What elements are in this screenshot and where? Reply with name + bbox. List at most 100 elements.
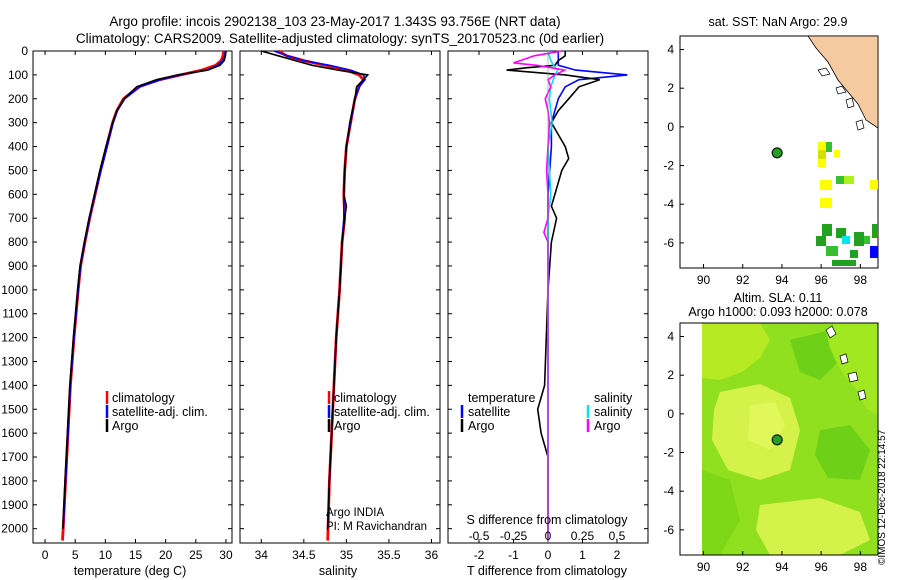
depth-tick-label: 1900: [1, 498, 28, 512]
argo-position-marker: [771, 434, 783, 446]
map-y-tick-label: 2: [667, 81, 674, 95]
sst-cell: [872, 224, 878, 238]
sst-cell: [850, 250, 858, 258]
series-line-satellite-adj-clim-: [62, 50, 227, 529]
depth-tick-label: 400: [8, 140, 28, 154]
x-tick-label: -1: [508, 548, 519, 562]
map-x-tick-label: 96: [814, 560, 828, 574]
sst-cell: [836, 228, 846, 238]
map-y-tick-label: 4: [667, 43, 674, 57]
sst-cell: [870, 180, 878, 189]
sst-cell: [832, 260, 856, 266]
ssh-field-patch: [815, 425, 870, 480]
map-y-tick-label: 0: [667, 120, 674, 134]
series-line-t-satellite: [547, 51, 628, 541]
sst-cell: [870, 246, 878, 258]
x-tick-label: -2: [474, 548, 485, 562]
series-line-s-argo: [513, 50, 568, 541]
x-tick-label: 25: [189, 548, 203, 562]
float-program-label: Argo INDIA: [326, 507, 384, 519]
depth-tick-label: 500: [8, 163, 28, 177]
sst-island: [855, 119, 865, 131]
depth-tick-label: 100: [8, 68, 28, 82]
depth-tick-label: 200: [8, 92, 28, 106]
difference-xlabel-top: S difference from climatology: [467, 513, 629, 527]
depth-tick-label: 700: [8, 211, 28, 225]
sst-cell: [844, 176, 854, 184]
ssh-field-patch: [702, 470, 740, 555]
title-line-2: Climatology: CARS2009. Satellite-adjuste…: [76, 31, 604, 46]
salinity-plot: 34 34.5 35 35.5 36: [255, 49, 439, 562]
temperature-xlabel: temperature (deg C): [74, 564, 187, 578]
ssh-map-title: Altim. SLA: 0.11: [734, 291, 823, 305]
sst-cell: [834, 150, 840, 157]
map-x-tick-label: 90: [697, 273, 711, 287]
legend-satellite-label: satellite-adj. clim.: [334, 405, 430, 419]
depth-tick-label: 300: [8, 116, 28, 130]
ssh-map-subtitle: Argo h1000: 0.093 h2000: 0.078: [688, 305, 867, 319]
x-tick-label: 10: [99, 548, 113, 562]
x-tick-label: 34.5: [292, 548, 316, 562]
x-tick-label: 0: [545, 548, 552, 562]
top-tick-label: 0.5: [609, 529, 626, 543]
x-tick-label: 5: [72, 548, 79, 562]
sst-cell: [842, 236, 850, 244]
series-line-argo: [261, 50, 370, 529]
sst-cell: [864, 236, 870, 244]
x-tick-label: 2: [614, 548, 621, 562]
map-y-tick-label: -6: [663, 523, 674, 537]
difference-legend: temperature satellite Argo salinity sali…: [460, 391, 633, 433]
map-y-tick-label: -2: [663, 159, 674, 173]
salinity-legend: climatology satellite-adj. clim. Argo Ar…: [326, 391, 430, 533]
sst-cell: [816, 236, 826, 246]
depth-tick-label: 1100: [2, 307, 28, 321]
legend-t-satellite-label: satellite: [468, 405, 510, 419]
legend-climatology-label: climatology: [334, 391, 397, 405]
top-tick-label: -0.5: [469, 529, 490, 543]
x-tick-label: 0: [42, 548, 49, 562]
depth-tick-label: 1400: [1, 378, 28, 392]
sst-cell: [818, 142, 826, 150]
legend-t-argo-label: Argo: [468, 419, 494, 433]
x-tick-label: 36: [425, 548, 439, 562]
top-tick-label: 0.25: [571, 529, 595, 543]
top-tick-label: -0.25: [500, 529, 528, 543]
depth-tick-label: 600: [8, 187, 28, 201]
depth-tick-label: 2000: [1, 522, 28, 536]
ssh-field-patch: [790, 330, 840, 380]
sst-cell: [836, 176, 844, 184]
map-x-tick-label: 96: [814, 273, 828, 287]
temperature-plot: 0 5 10 15 20 25 30: [42, 50, 233, 562]
map-x-tick-label: 92: [736, 273, 750, 287]
depth-tick-label: 1700: [1, 450, 28, 464]
map-x-tick-label: 98: [854, 273, 868, 287]
map-y-tick-label: -4: [663, 197, 674, 211]
legend-salinity-title: salinity: [594, 391, 633, 405]
credit-label: ©IMOS 12-Dec-2018 22:14:57: [877, 429, 888, 565]
ssh-island: [847, 371, 859, 383]
map-x-tick-label: 98: [854, 560, 868, 574]
legend-climatology-label: climatology: [112, 391, 175, 405]
ssh-field-patch: [826, 323, 878, 415]
depth-tick-label: 800: [8, 235, 28, 249]
legend-argo-label: Argo: [112, 419, 138, 433]
map-x-tick-label: 94: [775, 560, 789, 574]
depth-tick-label: 1200: [1, 331, 28, 345]
depth-tick-label: 1500: [1, 402, 28, 416]
ssh-island: [825, 325, 837, 339]
argo-position-marker: [771, 147, 783, 159]
salinity-xlabel: salinity: [319, 564, 358, 578]
difference-xlabel: T difference from climatology: [467, 564, 628, 578]
sst-cell: [818, 150, 826, 159]
map-x-tick-label: 94: [775, 273, 789, 287]
map-y-tick-label: 2: [667, 368, 674, 382]
sst-cell: [822, 224, 832, 236]
x-tick-label: 1: [579, 548, 586, 562]
sst-cell: [820, 180, 832, 190]
legend-temperature-title: temperature: [468, 391, 535, 405]
ssh-map-frame: [679, 322, 879, 556]
ssh-island: [857, 389, 867, 401]
ssh-field-patch: [756, 498, 870, 555]
depth-tick-label: 900: [8, 259, 28, 273]
